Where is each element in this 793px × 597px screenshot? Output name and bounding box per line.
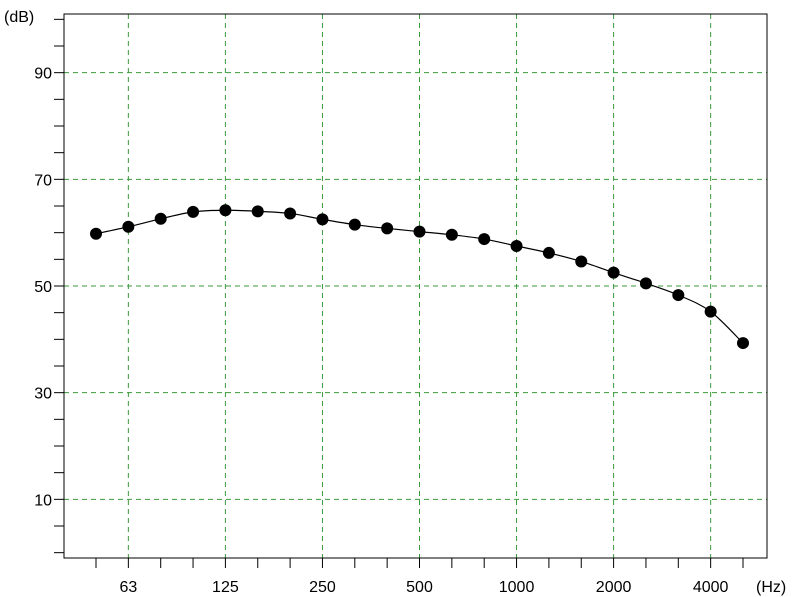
x-tick-label: 500 bbox=[406, 579, 433, 596]
y-tick-label: 10 bbox=[34, 492, 52, 509]
data-point bbox=[607, 266, 620, 279]
x-tick-label: 4000 bbox=[693, 579, 729, 596]
data-point bbox=[639, 277, 652, 290]
x-tick-label: 63 bbox=[119, 579, 137, 596]
tick-labels: 10 30 50 70 90 63 125 250 500 1000 2000 4000 bbox=[34, 66, 728, 596]
x-tick-label: 250 bbox=[309, 579, 336, 596]
y-tick-label: 70 bbox=[34, 172, 52, 189]
y-unit-label: (dB) bbox=[4, 9, 34, 26]
data-point bbox=[445, 228, 458, 241]
data-point bbox=[348, 218, 361, 231]
data-point bbox=[737, 337, 749, 350]
data-point bbox=[187, 205, 200, 218]
data-point bbox=[154, 212, 167, 225]
y-tick-label: 30 bbox=[34, 386, 52, 403]
x-tick-label: 1000 bbox=[499, 579, 535, 596]
series-line bbox=[90, 204, 749, 350]
data-point bbox=[122, 220, 135, 233]
x-tick-label: 2000 bbox=[596, 579, 632, 596]
x-unit-label: (Hz) bbox=[756, 579, 786, 596]
data-point bbox=[316, 213, 329, 226]
data-point bbox=[478, 233, 491, 246]
data-point bbox=[90, 227, 102, 240]
data-point bbox=[381, 222, 394, 235]
data-point bbox=[510, 240, 523, 252]
data-point bbox=[413, 225, 426, 238]
data-point bbox=[575, 255, 588, 268]
data-point bbox=[219, 204, 232, 217]
data-point bbox=[672, 289, 685, 302]
data-point bbox=[251, 205, 264, 218]
data-point bbox=[284, 207, 297, 220]
data-point bbox=[704, 305, 717, 318]
y-tick-label: 50 bbox=[34, 279, 52, 296]
axes bbox=[54, 13, 768, 568]
x-tick-label: 125 bbox=[212, 579, 239, 596]
grid bbox=[64, 14, 767, 558]
y-tick-label: 90 bbox=[34, 66, 52, 83]
data-point bbox=[542, 246, 555, 259]
